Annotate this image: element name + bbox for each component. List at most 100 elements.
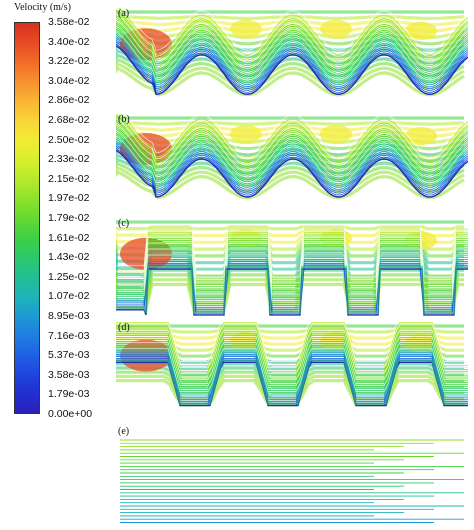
streamline [116,119,468,168]
velocity-hotspot [405,21,437,40]
velocity-hotspot [320,125,352,143]
streamline [116,32,468,82]
panel-label-a: (a) [118,8,130,19]
colorbar-tick-label: 3.58e-03 [48,368,90,381]
streamline [116,247,468,295]
colorbar-tick-label: 1.79e-03 [48,388,90,401]
streamline [116,262,468,310]
streamline [116,136,468,184]
streamline [116,253,468,301]
streamline [116,281,464,313]
streamlines [116,322,468,407]
streamline [116,242,468,290]
velocity-hotspot [320,19,352,38]
colorbar-tick-label: 0.00e+00 [48,408,93,420]
colorbar-tick-label: 1.61e-02 [48,231,90,244]
streamline [116,335,468,380]
streamline [116,134,468,183]
streamline [116,329,468,374]
streamline [116,41,468,91]
streamline [116,254,468,302]
colorbar-tick-label: 1.79e-02 [48,212,90,224]
streamline [116,352,468,397]
streamline [116,25,468,75]
streamline [116,136,468,185]
streamline [116,142,468,190]
streamline [116,243,468,291]
streamline [116,350,468,395]
streamline [116,225,464,231]
streamline [116,354,468,399]
streamline [116,130,468,178]
panel-label-c: (c) [118,218,130,229]
streamline [116,148,468,196]
streamline [116,242,468,289]
streamline [116,24,468,74]
streamline [116,230,468,278]
streamline [116,124,468,172]
streamline [116,17,468,67]
streamline [116,11,468,61]
streamline [116,325,468,370]
streamline [116,144,468,192]
streamline [116,245,468,293]
streamline [116,121,468,169]
panel-label-b: (b) [118,114,130,125]
streamline [116,66,465,97]
streamline [116,323,468,368]
colorbar-tick-label: 1.43e-02 [48,251,90,264]
streamline [116,15,468,65]
streamline [116,132,468,181]
streamline [116,13,468,63]
velocity-hotspot [120,339,172,372]
panel-label-e: (e) [118,426,130,437]
streamline [116,43,468,93]
colorbar-tick-label: 3.22e-02 [48,55,90,68]
streamline [116,261,468,308]
streamline [116,327,468,372]
streamline [116,146,468,194]
streamline [116,8,468,57]
streamline [116,267,464,292]
streamline [116,37,468,88]
velocity-hotspot [230,125,262,143]
streamline [116,333,468,378]
streamline [116,138,468,187]
streamline [116,259,468,306]
velocity-legend-title: Velocity (m/s) [14,2,71,13]
panel-d [116,322,468,418]
channel-wall [116,149,468,198]
streamline [116,238,468,285]
velocity-hotspot [230,19,262,38]
streamline [116,125,468,173]
streamline [116,232,468,280]
panel-c [116,218,468,320]
streamline [116,28,468,78]
streamline [116,347,468,392]
panel-e [116,426,468,524]
colorbar-tick-label: 2.86e-02 [48,94,90,107]
streamline [116,240,468,287]
panel-b [116,114,468,214]
streamline [116,251,468,299]
streamline [116,272,464,299]
streamline [116,234,468,282]
streamlines [120,439,464,523]
streamlines [116,220,468,316]
streamline [116,331,468,376]
streamline [116,169,465,200]
wall-highlight [116,265,468,314]
streamline [116,129,468,177]
colorbar-tick-label: 2.68e-02 [48,114,90,126]
velocity-colorbar [14,22,40,414]
colorbar-tick-label: 3.40e-02 [48,35,90,48]
streamline [116,239,464,251]
panel-label-d: (d) [118,322,130,333]
streamline [116,230,464,238]
streamline [116,248,468,296]
colorbar-tick-label: 1.25e-02 [48,270,90,283]
streamline [116,114,468,162]
streamline [116,257,468,304]
streamline [116,124,465,132]
streamline [117,114,468,160]
